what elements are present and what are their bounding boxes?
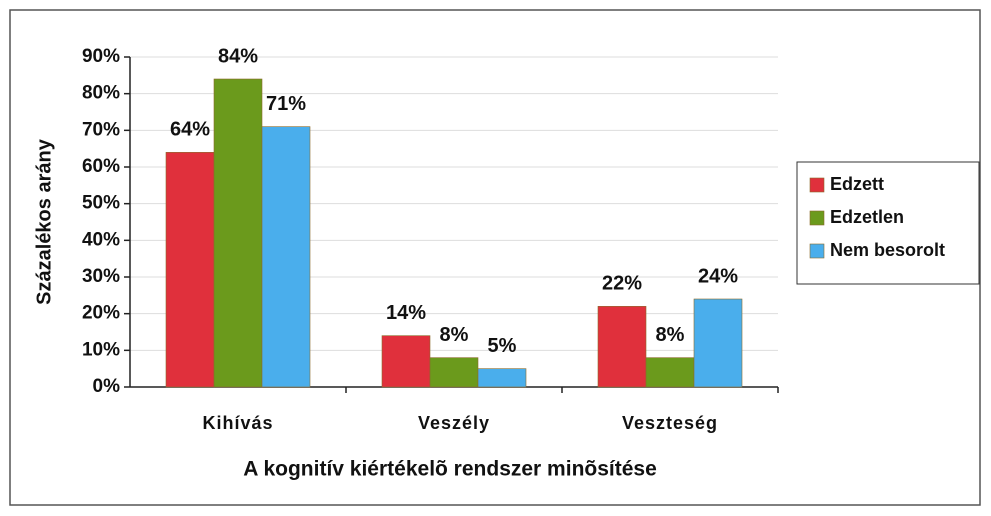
y-tick-label: 70%: [82, 119, 120, 140]
y-axis-title: Százalékos arány: [33, 138, 55, 305]
bar: [381, 335, 431, 388]
bar: [693, 298, 743, 388]
y-tick-label: 20%: [82, 303, 120, 324]
x-axis-title: A kognitív kiértékelõ rendszer minõsítés…: [243, 458, 657, 481]
legend-label: Edzetlen: [830, 207, 904, 227]
bar: [645, 357, 695, 388]
bar: [213, 78, 263, 388]
legend-swatch: [809, 210, 825, 226]
y-tick-label: 40%: [82, 229, 120, 250]
y-tick-label: 30%: [82, 266, 120, 287]
x-tick-label: Veszély: [418, 413, 490, 433]
y-tick-label: 10%: [82, 339, 120, 360]
y-tick-label: 90%: [82, 46, 120, 67]
bar: [165, 152, 215, 388]
value-label: 84%: [218, 45, 258, 67]
bar: [261, 126, 311, 388]
value-label: 14%: [386, 302, 426, 324]
value-label: 71%: [266, 93, 306, 115]
bar: [597, 306, 647, 388]
legend-label: Edzett: [830, 174, 884, 194]
y-tick-label: 0%: [93, 376, 121, 397]
value-label: 24%: [698, 265, 738, 287]
legend-swatch: [809, 243, 825, 259]
legend-label: Nem besorolt: [830, 240, 945, 260]
value-label: 8%: [440, 324, 469, 346]
bar: [429, 357, 479, 388]
y-tick-label: 50%: [82, 193, 120, 214]
value-label: 22%: [602, 273, 642, 295]
bar: [477, 368, 527, 388]
value-label: 64%: [170, 119, 210, 141]
y-tick-label: 60%: [82, 156, 120, 177]
y-tick-label: 80%: [82, 83, 120, 104]
x-tick-label: Veszteség: [622, 413, 718, 433]
legend-swatch: [809, 177, 825, 193]
value-label: 8%: [656, 324, 685, 346]
x-tick-label: Kihívás: [202, 413, 273, 433]
legend-box: [796, 161, 980, 285]
value-label: 5%: [488, 335, 517, 357]
